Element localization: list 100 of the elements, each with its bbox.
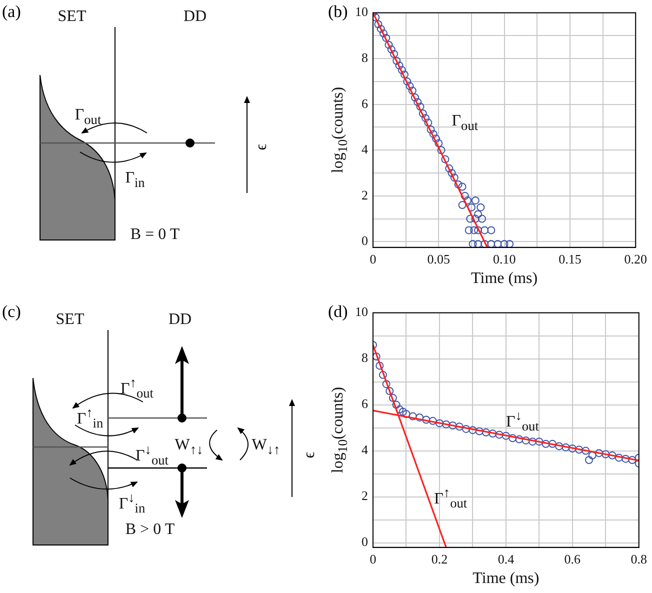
point	[455, 422, 464, 431]
point	[494, 240, 502, 248]
point	[429, 130, 438, 138]
point	[450, 174, 458, 182]
point	[454, 180, 462, 188]
point	[608, 451, 616, 460]
point	[475, 427, 484, 436]
point	[378, 370, 387, 379]
text: DD	[183, 8, 207, 25]
point	[373, 352, 380, 360]
point	[458, 182, 466, 191]
point	[448, 169, 456, 178]
point	[476, 203, 485, 212]
annotation: Γ$_{out}$	[452, 112, 478, 133]
text: ϵ	[301, 452, 318, 458]
point	[594, 449, 603, 458]
point	[542, 440, 550, 448]
point	[406, 82, 414, 90]
point	[470, 226, 478, 234]
point	[416, 413, 424, 422]
point	[458, 201, 466, 210]
point	[462, 424, 470, 433]
point	[374, 20, 382, 28]
point	[411, 93, 420, 102]
point	[464, 226, 473, 234]
point	[422, 114, 430, 122]
point	[395, 61, 404, 70]
text: ϵ	[253, 144, 270, 150]
point	[474, 226, 482, 234]
point	[442, 420, 450, 428]
point	[392, 56, 401, 65]
text: Γ$_{in}$	[125, 170, 145, 190]
point	[426, 126, 435, 134]
point	[528, 438, 537, 446]
point	[386, 387, 394, 395]
y-tick-label: 4	[362, 142, 368, 157]
point	[468, 240, 477, 248]
point	[445, 164, 454, 172]
point	[408, 412, 417, 420]
x-tick-label: 0.8	[630, 552, 647, 567]
point	[435, 419, 444, 428]
point	[614, 454, 623, 462]
x-tick-label: 0.6	[564, 552, 582, 567]
point	[408, 86, 416, 95]
point	[502, 432, 510, 440]
point	[471, 196, 480, 204]
y-tick-label: 0	[362, 534, 368, 550]
point	[488, 430, 497, 438]
x-tick-label: 0.20	[624, 252, 647, 267]
point	[480, 226, 489, 234]
point	[382, 34, 390, 42]
text: W$_{↓↑}$	[252, 436, 280, 457]
point	[441, 155, 450, 164]
point	[428, 416, 437, 425]
point	[568, 444, 576, 452]
point	[380, 29, 388, 38]
point	[585, 456, 594, 464]
point	[432, 134, 440, 143]
x-axis-title: Time (ms)	[471, 270, 538, 288]
point	[508, 434, 517, 442]
point	[388, 394, 397, 402]
x-tick-label: 0.2	[431, 552, 448, 567]
point	[396, 405, 404, 414]
y-tick-label: 10	[355, 304, 368, 320]
point	[478, 214, 486, 223]
y-tick-label: 8	[362, 50, 368, 65]
text: W$_{↑↓}$	[174, 436, 204, 457]
point	[487, 240, 496, 248]
point	[376, 24, 385, 33]
point	[474, 240, 482, 248]
text: (c)	[2, 302, 21, 322]
point	[448, 422, 457, 430]
point	[414, 98, 422, 106]
point	[382, 380, 390, 388]
point	[555, 442, 564, 450]
point	[622, 454, 630, 463]
x-tick-label: 0.4	[498, 552, 515, 567]
point	[467, 203, 476, 212]
point	[474, 210, 482, 218]
x-tick-label: 0.10	[492, 252, 516, 267]
y-tick-label: 10	[355, 4, 368, 20]
y-tick-label: 6	[362, 96, 368, 111]
point	[424, 118, 432, 127]
point	[434, 139, 443, 148]
point	[495, 430, 504, 439]
point	[398, 408, 407, 416]
y-tick-label: 2	[362, 187, 368, 202]
point	[471, 214, 480, 223]
point	[400, 70, 409, 79]
point	[500, 240, 508, 248]
text: SET	[56, 311, 84, 328]
point	[562, 443, 570, 452]
point	[387, 45, 396, 54]
point	[487, 226, 496, 234]
point	[468, 426, 477, 434]
point	[402, 410, 410, 418]
point	[392, 400, 400, 409]
point	[575, 446, 584, 454]
x-tick-label: 0.05	[427, 252, 450, 267]
text: B > 0 T	[125, 521, 175, 538]
